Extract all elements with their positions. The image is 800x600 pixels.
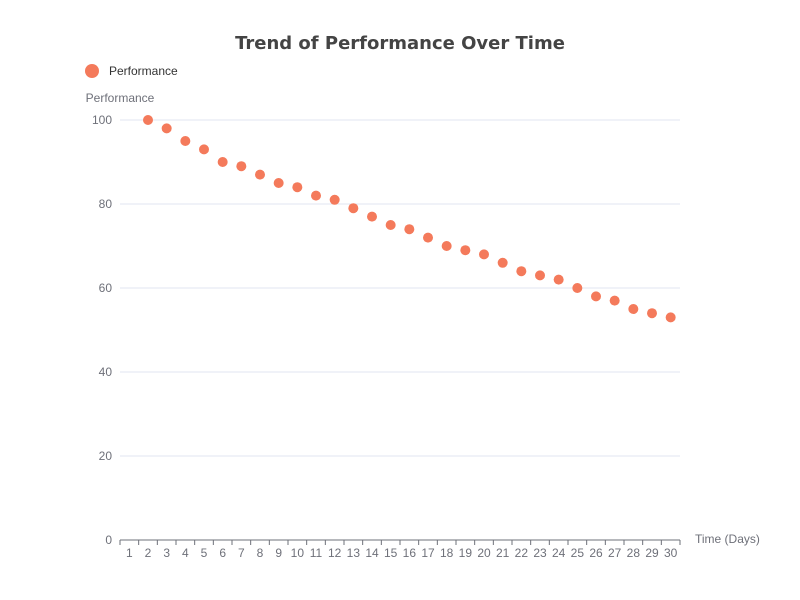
- y-tick-label: 0: [105, 533, 112, 547]
- x-tick-label: 1: [126, 546, 133, 560]
- grid-lines: [120, 119, 680, 457]
- scatter-point[interactable]: [236, 161, 247, 172]
- x-tick-label: 23: [533, 546, 547, 560]
- x-tick-label: 16: [403, 546, 417, 560]
- x-tick-label: 29: [645, 546, 659, 560]
- y-tick-label: 40: [99, 365, 113, 379]
- x-axis-title: Time (Days): [695, 532, 760, 546]
- x-tick-label: 5: [201, 546, 208, 560]
- legend[interactable]: Performance: [85, 64, 178, 78]
- x-tick-label: 12: [328, 546, 342, 560]
- scatter-point[interactable]: [460, 245, 471, 256]
- scatter-point[interactable]: [665, 312, 676, 323]
- x-tick-label: 7: [238, 546, 245, 560]
- scatter-point[interactable]: [385, 220, 396, 230]
- scatter-point[interactable]: [161, 123, 172, 134]
- scatter-point[interactable]: [647, 308, 657, 319]
- x-tick-label: 13: [347, 546, 361, 560]
- x-tick-label: 26: [589, 546, 603, 560]
- scatter-point[interactable]: [572, 283, 583, 293]
- x-tick-label: 20: [477, 546, 491, 560]
- scatter-point[interactable]: [348, 203, 359, 214]
- scatter-point[interactable]: [367, 211, 377, 222]
- y-tick-label: 20: [99, 449, 113, 463]
- data-points: [143, 115, 676, 323]
- x-tick-label: 21: [496, 546, 510, 560]
- y-tick-label: 100: [92, 113, 112, 127]
- scatter-point[interactable]: [591, 291, 601, 302]
- x-tick-label: 8: [257, 546, 264, 560]
- scatter-point[interactable]: [199, 144, 209, 155]
- scatter-point[interactable]: [423, 232, 433, 243]
- x-tick-label: 18: [440, 546, 454, 560]
- legend-marker-performance: [85, 64, 99, 78]
- scatter-point[interactable]: [404, 224, 415, 235]
- x-tick-label: 17: [421, 546, 435, 560]
- x-tick-label: 27: [608, 546, 622, 560]
- scatter-point[interactable]: [516, 266, 527, 277]
- scatter-point[interactable]: [553, 274, 564, 285]
- scatter-point[interactable]: [255, 169, 265, 180]
- x-tick-label: 11: [310, 546, 323, 560]
- x-tick-label: 14: [365, 546, 379, 560]
- scatter-point[interactable]: [311, 190, 321, 201]
- scatter-point[interactable]: [479, 249, 489, 260]
- x-tick-label: 24: [552, 546, 566, 560]
- legend-label-performance: Performance: [109, 64, 178, 78]
- scatter-point[interactable]: [180, 136, 191, 146]
- scatter-point[interactable]: [217, 157, 228, 167]
- scatter-point[interactable]: [609, 295, 620, 306]
- y-axis-title: Performance: [86, 91, 155, 105]
- scatter-point[interactable]: [329, 194, 340, 205]
- x-tick-label: 10: [291, 546, 305, 560]
- chart-title: Trend of Performance Over Time: [235, 33, 565, 54]
- scatter-point[interactable]: [441, 241, 452, 251]
- x-tick-label: 2: [145, 546, 152, 560]
- x-tick-label: 19: [459, 546, 473, 560]
- scatter-point[interactable]: [143, 115, 153, 125]
- x-tick-label: 6: [219, 546, 226, 560]
- x-tick-label: 4: [182, 546, 189, 560]
- x-tick-label: 15: [384, 546, 398, 560]
- x-tick-label: 22: [515, 546, 529, 560]
- scatter-point[interactable]: [535, 270, 545, 281]
- x-tick-label: 30: [664, 546, 678, 560]
- x-tick-label: 3: [163, 546, 170, 560]
- x-tick-label: 9: [275, 546, 282, 560]
- scatter-point[interactable]: [292, 182, 303, 193]
- y-tick-label: 80: [99, 197, 113, 211]
- y-tick-label: 60: [99, 281, 113, 295]
- scatter-point[interactable]: [273, 178, 284, 188]
- x-tick-label: 25: [571, 546, 585, 560]
- x-tick-label: 28: [627, 546, 641, 560]
- scatter-point[interactable]: [628, 304, 639, 314]
- scatter-point[interactable]: [497, 257, 508, 268]
